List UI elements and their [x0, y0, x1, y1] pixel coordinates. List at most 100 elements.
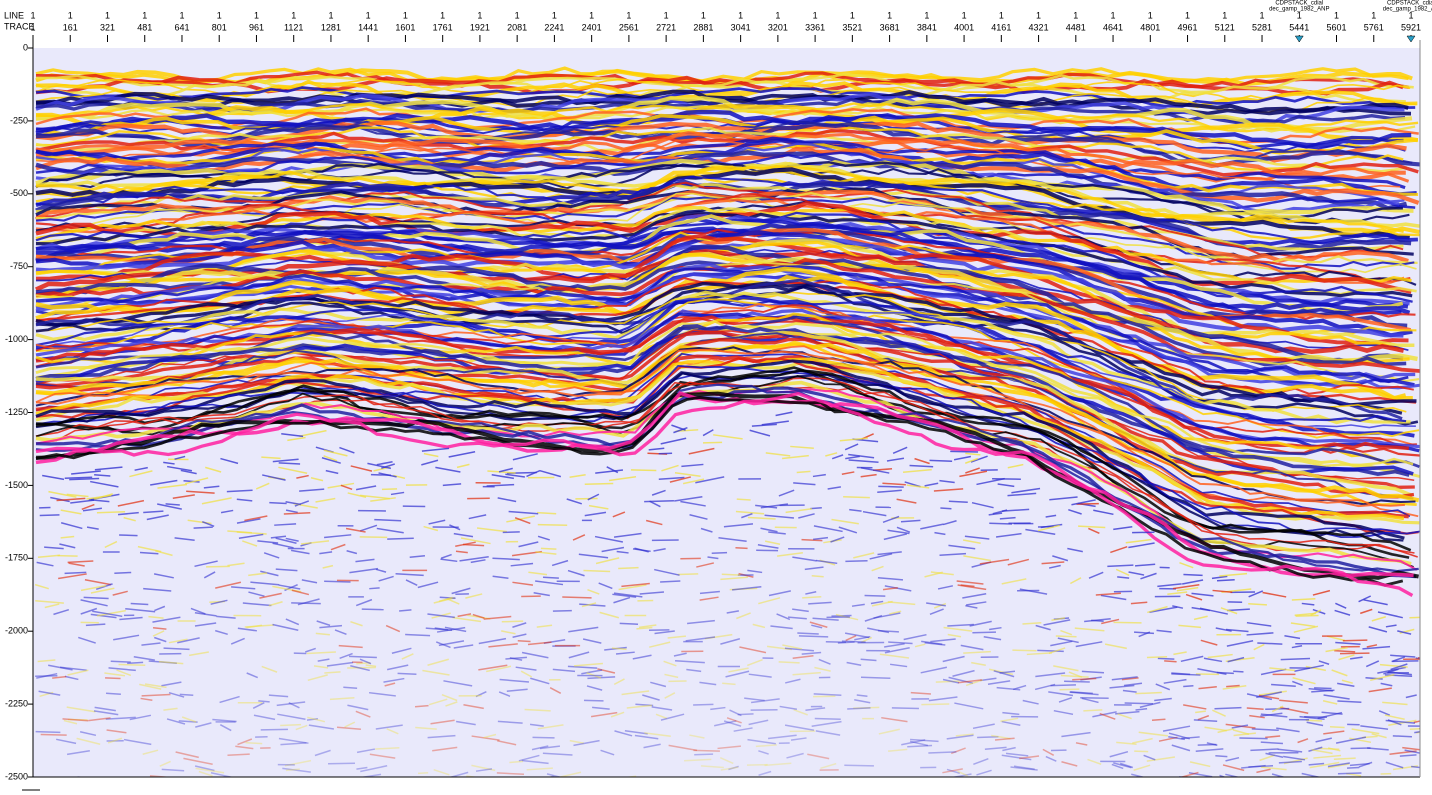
noise [723, 523, 754, 528]
noise [1168, 735, 1185, 741]
noise [230, 637, 245, 645]
noise [847, 707, 871, 710]
noise [319, 624, 343, 629]
noise [1043, 619, 1071, 626]
noise [535, 551, 557, 555]
noise [735, 547, 748, 550]
noise [441, 784, 462, 786]
noise [1253, 643, 1265, 651]
noise [338, 644, 363, 649]
noise [1265, 752, 1284, 759]
noise [527, 641, 552, 646]
noise [40, 783, 52, 784]
line-number: 1 [775, 10, 780, 20]
noise [1329, 725, 1345, 729]
noise [618, 584, 647, 591]
noise [440, 558, 458, 563]
noise [841, 640, 866, 643]
line-number: 1 [626, 10, 631, 20]
noise [1331, 669, 1348, 677]
reflector [35, 210, 1413, 298]
noise [322, 564, 334, 569]
noise [584, 482, 614, 485]
trace-number: 321 [100, 22, 115, 32]
noise [1377, 611, 1403, 619]
noise [428, 519, 446, 525]
noise [114, 571, 132, 575]
noise [802, 596, 822, 599]
noise [440, 553, 452, 559]
noise [468, 514, 487, 520]
noise [299, 429, 327, 437]
noise [1048, 564, 1061, 569]
trace-number: 5121 [1215, 22, 1235, 32]
reflector [35, 205, 1417, 296]
noise [533, 592, 550, 597]
noise [395, 572, 424, 577]
noise [1012, 684, 1027, 691]
noise [758, 597, 781, 605]
noise [733, 727, 753, 732]
noise [685, 636, 716, 642]
noise [125, 607, 156, 613]
noise [436, 626, 466, 633]
noise [1025, 528, 1056, 535]
noise [838, 526, 858, 534]
noise [787, 616, 807, 620]
noise [864, 614, 883, 622]
noise [663, 660, 677, 667]
noise [520, 670, 533, 678]
noise [784, 724, 815, 731]
noise [459, 555, 489, 562]
marker-triangle [1406, 35, 1416, 43]
noise [977, 736, 999, 739]
noise [52, 675, 67, 679]
time-label: -1250 [5, 407, 28, 417]
noise [67, 669, 89, 676]
noise [1117, 713, 1132, 720]
noise [556, 781, 575, 784]
noise [257, 540, 279, 544]
line-number: 1 [328, 10, 333, 20]
noise [1351, 728, 1380, 735]
line-number: 1 [254, 10, 259, 20]
noise [486, 665, 512, 673]
noise [530, 677, 550, 685]
noise [950, 450, 979, 453]
noise [1122, 689, 1137, 693]
noise [1113, 525, 1133, 531]
noise [661, 464, 679, 472]
noise [952, 669, 975, 677]
line-number: 1 [664, 10, 669, 20]
noise [300, 540, 330, 545]
noise [1414, 730, 1420, 734]
noise [1413, 720, 1420, 724]
noise [501, 620, 524, 623]
noise [421, 447, 450, 452]
noise [673, 426, 688, 434]
noise [144, 683, 167, 689]
noise [618, 566, 639, 570]
line-number: 1 [813, 10, 818, 20]
noise [664, 673, 679, 679]
noise [845, 455, 860, 460]
noise [764, 762, 792, 767]
noise [369, 587, 380, 590]
noise [613, 596, 631, 604]
noise [598, 582, 613, 590]
noise [1248, 602, 1267, 606]
trace-number: 801 [212, 22, 227, 32]
noise [1037, 524, 1060, 532]
noise [812, 473, 826, 478]
noise [142, 749, 159, 755]
noise [1365, 660, 1380, 668]
noise [860, 658, 877, 662]
noise [1193, 719, 1218, 722]
noise [1053, 709, 1074, 716]
noise [1371, 616, 1386, 622]
reflector [35, 222, 1411, 315]
noise [96, 609, 126, 617]
noise [350, 621, 363, 627]
noise [942, 678, 959, 684]
noise [1366, 644, 1378, 648]
